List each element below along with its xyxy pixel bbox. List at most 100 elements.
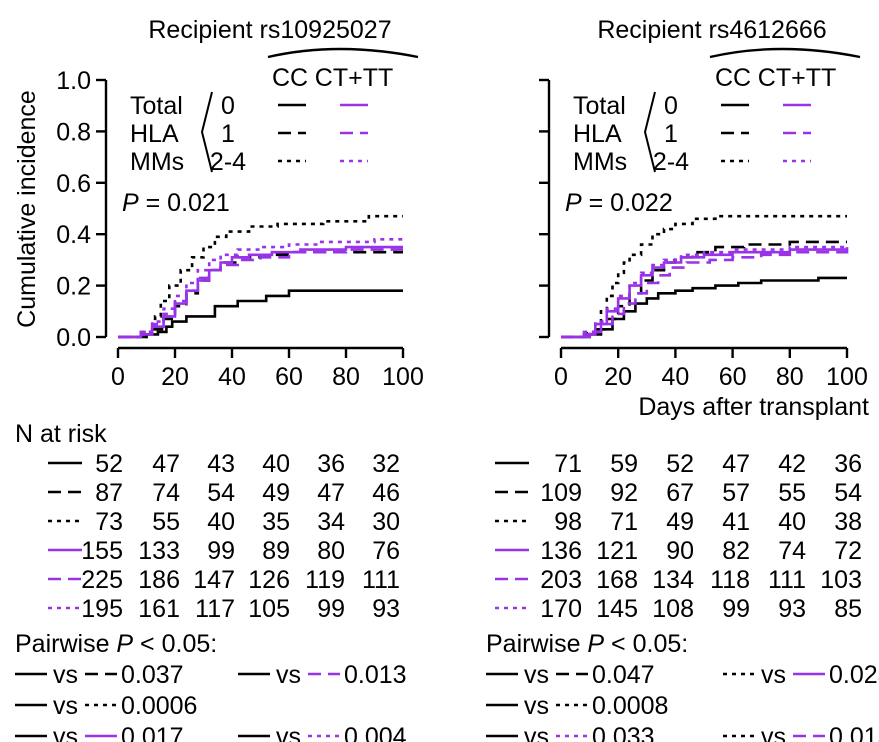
x-tick-label: 100 bbox=[826, 363, 868, 391]
x-tick-label: 0 bbox=[554, 363, 568, 391]
at-risk-cell: 111 bbox=[768, 566, 806, 594]
at-risk-cell: 40 bbox=[207, 508, 235, 536]
pairwise-vs: vs bbox=[524, 692, 549, 720]
at-risk-cell: 99 bbox=[207, 537, 235, 565]
at-risk-table: 71 59 52 47 42 36 109 92 67 57 55 54 98 71 49 41 40 38 136… bbox=[495, 450, 862, 623]
at-risk-cell: 52 bbox=[666, 450, 694, 478]
legend-level-label: 0 bbox=[664, 92, 678, 120]
legend-col-ct: CT+TT bbox=[758, 64, 836, 92]
at-risk-cell: 85 bbox=[834, 595, 862, 623]
at-risk-cell: 72 bbox=[834, 537, 862, 565]
at-risk-table: 52 47 43 40 36 32 87 74 54 49 47 46 73 55 40 35 34 30 155 1… bbox=[48, 450, 400, 623]
at-risk-title: N at risk bbox=[15, 420, 107, 448]
at-risk-cell: 80 bbox=[317, 537, 345, 565]
series-line-CTTT-0 bbox=[118, 245, 403, 339]
at-risk-cell: 155 bbox=[81, 537, 123, 565]
pairwise-vs: vs bbox=[276, 723, 301, 742]
at-risk-cell: 46 bbox=[372, 479, 400, 507]
at-risk-cell: 47 bbox=[722, 450, 750, 478]
at-risk-cell: 30 bbox=[372, 508, 400, 536]
at-risk-cell: 38 bbox=[834, 508, 862, 536]
pairwise-title: Pairwise P < 0.05: bbox=[15, 630, 217, 658]
at-risk-cell: 49 bbox=[666, 508, 694, 536]
pairwise-p-value: 0.047 bbox=[592, 661, 655, 689]
y-tick-label: 0.2 bbox=[56, 273, 91, 301]
at-risk-cell: 82 bbox=[722, 537, 750, 565]
at-risk-cell: 117 bbox=[195, 595, 235, 623]
chart-title: Recipient rs10925027 bbox=[148, 16, 391, 44]
pairwise-p-value: 0.017 bbox=[121, 723, 184, 742]
at-risk-cell: 93 bbox=[778, 595, 806, 623]
axes: 0.0 0.2 0.4 0.6 0.8 1.0 0 20 40 60 80 100 bbox=[56, 67, 424, 391]
pairwise-p-value: 0.0008 bbox=[592, 692, 668, 720]
at-risk-cell: 47 bbox=[152, 450, 180, 478]
x-tick-label: 60 bbox=[719, 363, 747, 391]
at-risk-cell: 57 bbox=[722, 479, 750, 507]
y-axis-label: Cumulative incidence bbox=[13, 90, 41, 328]
at-risk-cell: 35 bbox=[262, 508, 290, 536]
at-risk-cell: 121 bbox=[596, 537, 638, 565]
legend-level-label: 1 bbox=[221, 120, 235, 148]
x-tick-label: 80 bbox=[332, 363, 360, 391]
at-risk-cell: 186 bbox=[138, 566, 180, 594]
at-risk-cell: 161 bbox=[138, 595, 180, 623]
x-tick-label: 100 bbox=[382, 363, 424, 391]
at-risk-cell: 145 bbox=[596, 595, 638, 623]
x-tick-label: 20 bbox=[161, 363, 189, 391]
p-value: P = 0.021 bbox=[122, 189, 230, 217]
at-risk-cell: 71 bbox=[554, 450, 582, 478]
at-risk-cell: 49 bbox=[262, 479, 290, 507]
series-line-CTTT-1 bbox=[561, 249, 849, 339]
pairwise-vs: vs bbox=[53, 661, 78, 689]
x-tick-label: 60 bbox=[275, 363, 303, 391]
at-risk-cell: 133 bbox=[138, 537, 180, 565]
at-risk-cell: 73 bbox=[95, 508, 123, 536]
legend-level-label: 2-4 bbox=[653, 148, 689, 176]
x-tick-label: 20 bbox=[604, 363, 632, 391]
at-risk-cell: 67 bbox=[666, 479, 694, 507]
at-risk-cell: 98 bbox=[554, 508, 582, 536]
legend-genotype-bracket bbox=[709, 47, 861, 59]
at-risk-cell: 52 bbox=[95, 450, 123, 478]
at-risk-cell: 89 bbox=[262, 537, 290, 565]
at-risk-cell: 41 bbox=[722, 508, 750, 536]
at-risk-cell: 54 bbox=[834, 479, 862, 507]
legend-level-label: 2-4 bbox=[210, 148, 246, 176]
x-tick-label: 40 bbox=[661, 363, 689, 391]
y-tick-label: 0.6 bbox=[56, 170, 91, 198]
pairwise-p-value: 0.037 bbox=[121, 661, 184, 689]
legend-row-bracket bbox=[643, 91, 656, 173]
p-value: P = 0.022 bbox=[565, 189, 673, 217]
series-line-CC-0 bbox=[118, 289, 403, 339]
pairwise-p-value: 0.004 bbox=[344, 723, 407, 742]
at-risk-cell: 119 bbox=[305, 566, 345, 594]
at-risk-cell: 36 bbox=[834, 450, 862, 478]
at-risk-cell: 43 bbox=[207, 450, 235, 478]
legend-col-ct: CT+TT bbox=[315, 64, 393, 92]
series-line-CC-1 bbox=[118, 250, 403, 339]
legend-col-cc: CC bbox=[272, 64, 308, 92]
at-risk-cell: 87 bbox=[95, 479, 123, 507]
chart-panel-2: Recipient rs4612666 0 20 40 60 80 100 CC CT+TT To… bbox=[486, 16, 879, 742]
legend-level-label: 0 bbox=[221, 92, 235, 120]
at-risk-cell: 195 bbox=[81, 595, 123, 623]
y-tick-label: 0.0 bbox=[56, 324, 91, 352]
at-risk-cell: 74 bbox=[778, 537, 806, 565]
at-risk-cell: 92 bbox=[610, 479, 638, 507]
at-risk-cell: 59 bbox=[610, 450, 638, 478]
pairwise-list: Pairwise P < 0.05: vs 0.037 vs 0.013 vs 0.0006… bbox=[15, 630, 407, 742]
legend-row-label: MMs bbox=[573, 148, 627, 176]
at-risk-cell: 126 bbox=[248, 566, 290, 594]
series-line-CC-2-4 bbox=[118, 214, 403, 339]
x-tick-label: 80 bbox=[776, 363, 804, 391]
legend-row-label: HLA bbox=[573, 120, 622, 148]
legend-col-cc: CC bbox=[715, 64, 751, 92]
at-risk-cell: 55 bbox=[152, 508, 180, 536]
at-risk-cell: 105 bbox=[248, 595, 290, 623]
y-tick-label: 0.4 bbox=[56, 221, 91, 249]
series-line-CC-0 bbox=[561, 276, 847, 339]
at-risk-cell: 225 bbox=[81, 566, 123, 594]
